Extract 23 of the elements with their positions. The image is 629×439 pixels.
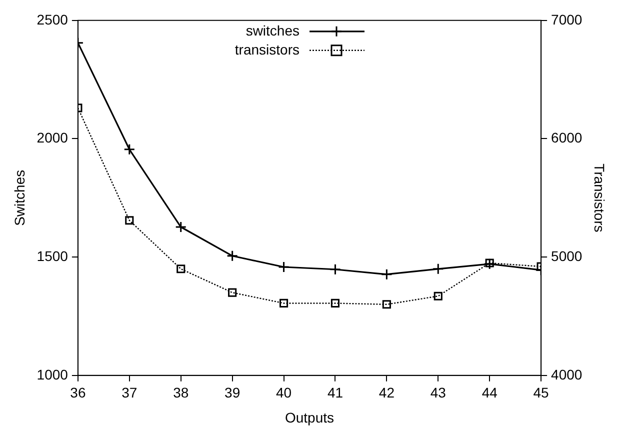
y2-tick-label: 4000 xyxy=(551,366,582,382)
x-tick-label: 41 xyxy=(327,384,344,401)
x-tick-label: 37 xyxy=(122,384,138,401)
y-axis-title: Switches xyxy=(11,170,28,226)
x-tick-label: 44 xyxy=(482,384,498,401)
y2-axis-title: Transistors xyxy=(592,164,608,232)
x-tick-label: 40 xyxy=(276,384,292,401)
y-tick-label: 1500 xyxy=(36,248,68,264)
y-tick-label: 2000 xyxy=(36,130,68,146)
legend-label: switches xyxy=(246,22,300,38)
y2-tick-label: 5000 xyxy=(551,248,582,264)
y-tick-label: 2500 xyxy=(36,11,68,28)
x-tick-label: 43 xyxy=(430,384,446,401)
x-tick-label: 42 xyxy=(378,384,395,401)
y2-tick-label: 7000 xyxy=(551,11,582,28)
x-tick-label: 39 xyxy=(224,384,240,401)
x-tick-label: 36 xyxy=(70,384,86,401)
y2-tick-label: 6000 xyxy=(551,130,582,146)
x-axis-title: Outputs xyxy=(284,409,334,426)
x-tick-label: 38 xyxy=(173,384,189,401)
x-tick-label: 45 xyxy=(533,384,550,401)
y-tick-label: 1000 xyxy=(36,366,68,382)
legend-label: transistors xyxy=(234,41,300,58)
